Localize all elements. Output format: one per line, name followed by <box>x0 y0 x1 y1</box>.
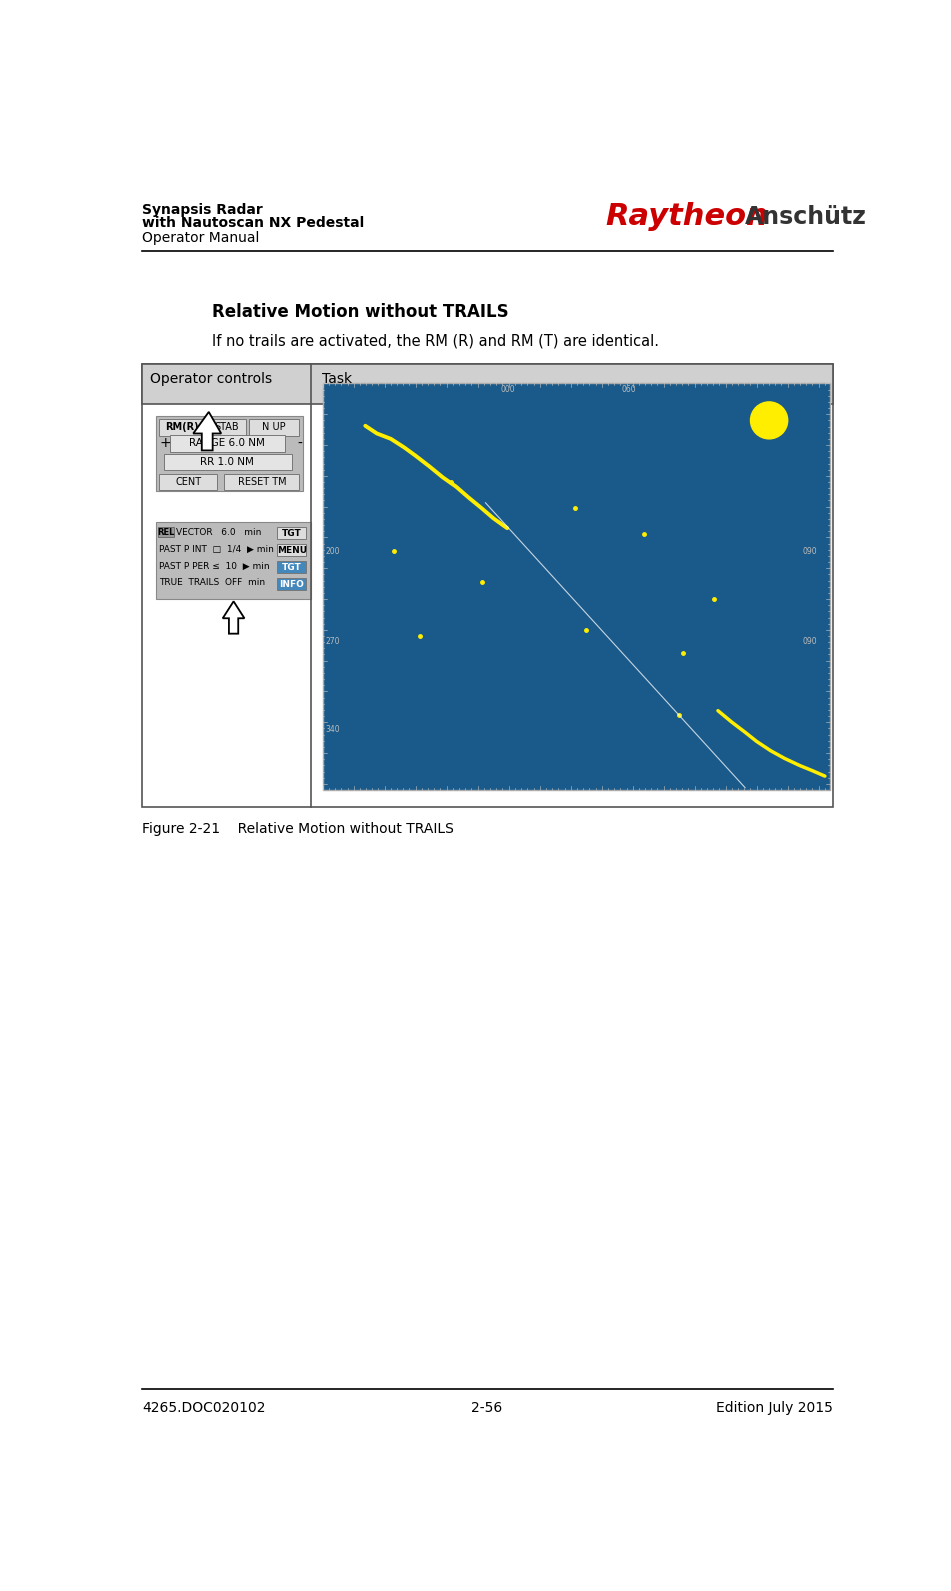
Text: Relative Motion without TRAILS: Relative Motion without TRAILS <box>212 302 509 320</box>
Text: 200: 200 <box>325 547 340 555</box>
Bar <box>322 383 829 791</box>
Bar <box>277 527 306 539</box>
Text: RM(R): RM(R) <box>165 422 199 433</box>
Bar <box>156 415 303 492</box>
Bar <box>159 418 204 436</box>
Text: Task: Task <box>322 372 352 387</box>
Text: RR 1.0 NM: RR 1.0 NM <box>201 457 254 468</box>
Text: If no trails are activated, the RM (R) and RM (T) are identical.: If no trails are activated, the RM (R) a… <box>212 334 659 348</box>
Text: RANGE 6.0 NM: RANGE 6.0 NM <box>189 439 265 449</box>
Bar <box>277 562 306 573</box>
Text: Raytheon: Raytheon <box>606 202 768 231</box>
Text: 340: 340 <box>325 725 340 735</box>
Text: 090: 090 <box>803 547 817 555</box>
Text: STAB: STAB <box>214 422 239 433</box>
Text: PAST P PER ≤  10  ▶ min: PAST P PER ≤ 10 ▶ min <box>159 562 270 571</box>
Bar <box>156 522 311 600</box>
Bar <box>159 474 217 490</box>
Bar <box>277 578 306 590</box>
Text: -: - <box>297 436 302 450</box>
Bar <box>164 455 292 469</box>
Text: with Nautoscan NX Pedestal: with Nautoscan NX Pedestal <box>142 215 364 229</box>
Text: N UP: N UP <box>262 422 286 433</box>
Bar <box>277 544 306 555</box>
Bar <box>170 434 284 452</box>
Text: 270: 270 <box>325 636 340 646</box>
Text: VECTOR   6.0   min: VECTOR 6.0 min <box>176 528 262 536</box>
Bar <box>207 418 246 436</box>
Text: MENU: MENU <box>277 546 307 555</box>
Text: TGT: TGT <box>281 528 301 538</box>
Text: Edition July 2015: Edition July 2015 <box>716 1402 833 1416</box>
Bar <box>249 418 300 436</box>
Bar <box>142 364 833 807</box>
Text: TGT: TGT <box>281 563 301 571</box>
Circle shape <box>750 403 787 439</box>
Text: TRUE  TRAILS  OFF  min: TRUE TRAILS OFF min <box>159 579 265 587</box>
Text: Operator controls: Operator controls <box>150 372 272 387</box>
Text: +: + <box>159 436 171 450</box>
Text: REL: REL <box>158 528 175 536</box>
Text: Anschütz: Anschütz <box>745 205 867 229</box>
Text: PAST P INT  □  1/4  ▶ min: PAST P INT □ 1/4 ▶ min <box>159 544 274 554</box>
Text: Operator Manual: Operator Manual <box>142 231 260 245</box>
Text: CENT: CENT <box>175 477 202 487</box>
Text: RESET TM: RESET TM <box>238 477 286 487</box>
Text: Synapsis Radar: Synapsis Radar <box>142 204 262 218</box>
Bar <box>159 527 174 538</box>
Text: 060: 060 <box>621 385 635 395</box>
Text: 4265.DOC020102: 4265.DOC020102 <box>142 1402 265 1416</box>
Text: 2-56: 2-56 <box>472 1402 503 1416</box>
Text: Figure 2-21    Relative Motion without TRAILS: Figure 2-21 Relative Motion without TRAI… <box>142 823 454 837</box>
Text: 090: 090 <box>803 636 817 646</box>
Polygon shape <box>193 412 222 450</box>
Bar <box>142 364 833 404</box>
Polygon shape <box>223 601 244 633</box>
Bar <box>224 474 300 490</box>
Text: INFO: INFO <box>280 579 304 589</box>
Text: 000: 000 <box>501 385 515 395</box>
